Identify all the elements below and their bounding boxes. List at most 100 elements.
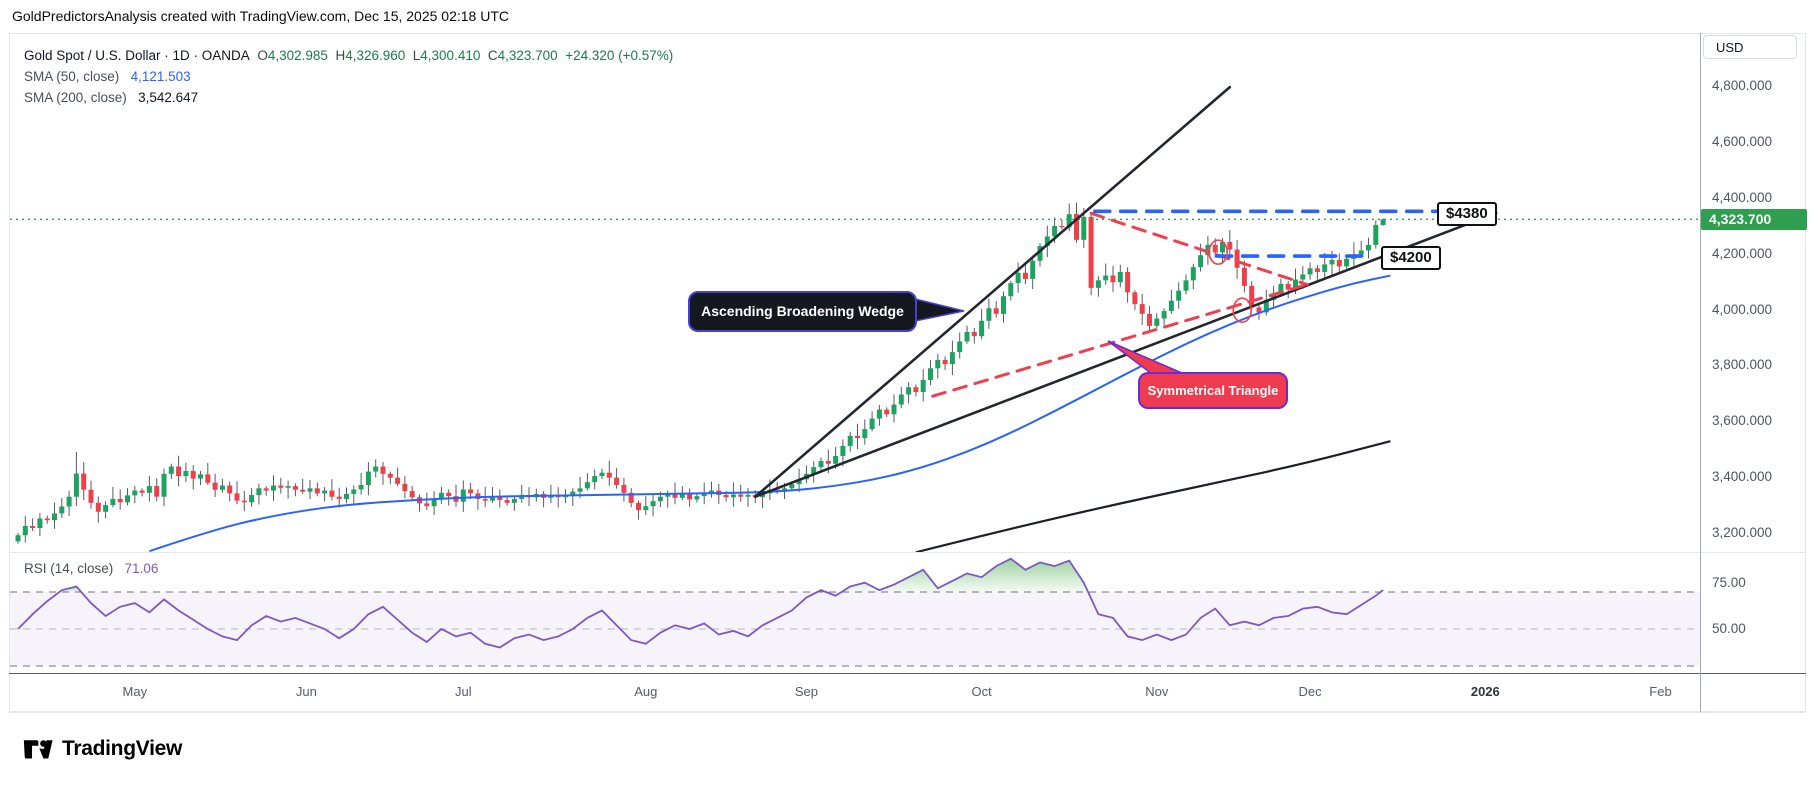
candle [1066,214,1072,228]
candle [964,331,970,342]
price-pane[interactable] [10,85,1700,552]
rsi-axis-tick[interactable]: 50.00 [1712,621,1746,636]
candle [37,518,43,528]
candle [336,496,342,499]
candle [1249,285,1255,308]
candle [1285,283,1291,290]
candle [365,471,371,485]
symbol-row[interactable]: Gold Spot / U.S. Dollar · 1D · OANDA O 4,… [24,45,673,66]
time-axis-label-dec[interactable]: Dec [1298,684,1322,699]
time-axis-label-feb[interactable]: Feb [1649,684,1672,699]
price-axis-tick[interactable]: 4,400.000 [1712,189,1773,205]
candle [190,471,196,479]
price-axis-tick[interactable]: 4,000.000 [1712,301,1773,317]
time-axis-label-aug[interactable]: Aug [634,684,658,699]
candle [869,418,875,430]
candle [22,526,28,536]
candle [263,488,269,491]
price-axis-tick[interactable]: 3,800.000 [1712,357,1773,373]
high-value: 4,326.960 [345,48,406,63]
price-axis-tick[interactable]: 3,200.000 [1712,525,1773,540]
candle [1227,242,1233,250]
price-axis-tick[interactable]: 4,600.000 [1712,134,1773,150]
annotation-ascending-broadening-wedge[interactable]: Ascending Broadening Wedge [688,291,917,332]
candle [88,489,94,503]
candle [577,488,583,492]
trendline-triangle-upper[interactable] [1089,211,1309,287]
candle [606,472,612,478]
price-axis-tick[interactable]: 3,400.000 [1712,469,1773,485]
candle [1117,271,1123,283]
candle [993,308,999,314]
candle [1052,225,1058,237]
circle-2[interactable] [1232,297,1253,323]
candle [1358,250,1364,255]
candle [446,492,452,497]
time-axis-label-oct[interactable]: Oct [971,684,992,699]
annotation-symmetrical-triangle[interactable]: Symmetrical Triangle [1138,372,1288,409]
sma50-line[interactable] [149,274,1391,552]
trendline-triangle-lower[interactable] [931,283,1309,398]
candle [1329,259,1335,265]
low-label: L [412,48,421,63]
candle [168,466,174,474]
legend: Gold Spot / U.S. Dollar · 1D · OANDA O 4,… [24,45,673,108]
price-axis-tick[interactable]: 4,800.000 [1712,78,1773,94]
trendline-wedge-upper[interactable] [753,85,1232,499]
candle [30,526,36,528]
candle [570,491,576,496]
candle [380,466,386,474]
rsi-line[interactable] [17,557,1384,649]
candle [548,495,554,498]
price-axis-line [1700,33,1701,712]
currency-selector[interactable]: USD [1703,35,1797,59]
candle [504,500,510,503]
candle [1139,304,1145,314]
candle [811,467,817,474]
time-axis-label-sep[interactable]: Sep [794,684,818,699]
candle [146,486,152,493]
sma200-line[interactable] [915,440,1391,552]
candle [1176,290,1182,301]
candle [490,496,495,501]
candle [154,486,160,497]
candle [687,494,693,500]
rsi-row[interactable]: RSI (14, close) 71.06 [24,561,158,576]
change-value: +24.320 (+0.57%) [565,48,674,63]
candle [387,473,393,478]
candle [314,488,320,494]
candle [59,506,65,514]
circle-1[interactable] [1208,239,1228,265]
candle [132,490,138,496]
candle [1220,242,1225,253]
candle [657,496,663,502]
candle [1030,260,1036,279]
candle [730,494,736,498]
time-axis-label-may[interactable]: May [122,684,148,699]
price-flag-4380[interactable]: $4380 [1437,202,1497,226]
sma200-row[interactable]: SMA (200, close) 3,542.647 [24,87,673,108]
time-axis-label-jun[interactable]: Jun [295,684,317,699]
open-label: O [257,48,268,63]
candle [300,489,306,492]
time-axis-label-nov[interactable]: Nov [1145,684,1169,699]
price-axis-tick[interactable]: 3,600.000 [1712,413,1773,429]
rsi-pane[interactable] [10,557,1700,667]
candle [73,473,79,497]
rsi-axis-tick[interactable]: 75.00 [1712,574,1746,590]
candle [1241,267,1247,286]
candle [825,460,831,464]
time-axis-label-2026[interactable]: 2026 [1470,684,1500,699]
tradingview-logo-text: TradingView [62,736,183,760]
price-axis-tick[interactable]: 4,200.000 [1712,245,1773,261]
time-axis-label-jul[interactable]: Jul [454,684,472,699]
price-flag-4200[interactable]: $4200 [1381,246,1441,270]
candle [1307,268,1313,275]
candle [1366,244,1371,251]
sma50-row[interactable]: SMA (50, close) 4,121.503 [24,66,673,87]
candle [672,493,678,498]
candle [1190,267,1196,281]
pane-separator[interactable] [9,552,1806,553]
symbol-title[interactable]: Gold Spot / U.S. Dollar · 1D · OANDA [24,48,250,63]
